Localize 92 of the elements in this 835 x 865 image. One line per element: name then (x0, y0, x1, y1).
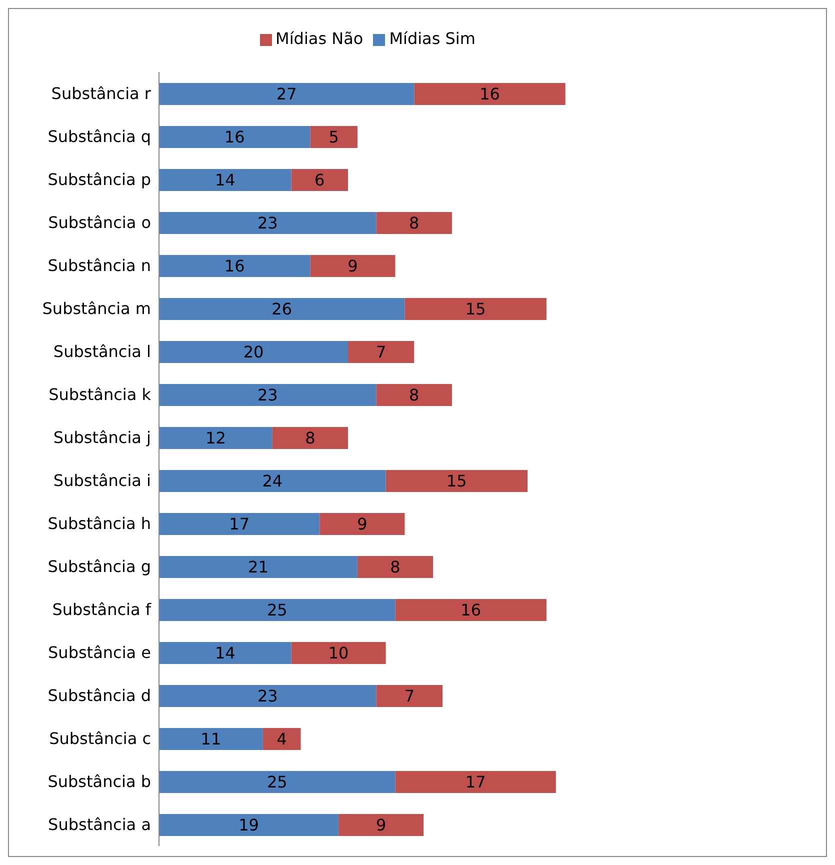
data-label: 5 (328, 128, 339, 147)
data-label: 25 (266, 600, 288, 620)
bar (159, 83, 414, 105)
data-label: 21 (248, 558, 268, 577)
bar (159, 470, 386, 492)
bar (159, 212, 376, 234)
legend-label: Mídias Não (276, 29, 364, 48)
bar (159, 556, 358, 578)
bar (159, 341, 348, 363)
y-tick-label: Substância m (42, 299, 151, 318)
bar (310, 255, 396, 277)
data-label: 17 (229, 514, 250, 534)
bar (159, 685, 376, 707)
y-tick-label: Substância f (52, 600, 152, 620)
data-label: 26 (272, 300, 292, 319)
bar (159, 427, 272, 449)
data-label: 9 (376, 816, 386, 835)
bar (159, 126, 310, 148)
bar (291, 169, 348, 191)
bar (376, 212, 452, 234)
data-label: 16 (480, 84, 500, 104)
bar (414, 83, 566, 105)
bar (159, 384, 376, 406)
data-label: 8 (409, 386, 420, 405)
y-tick-label: Substância o (48, 213, 151, 232)
data-label: 16 (460, 600, 482, 620)
bar (159, 169, 292, 191)
bar (386, 470, 528, 492)
bar (395, 599, 546, 621)
data-label: 7 (376, 342, 386, 362)
y-tick-label: Substância e (48, 643, 151, 662)
bar (348, 341, 414, 363)
y-tick-label: Substância p (48, 170, 151, 190)
y-tick-label: Substância n (48, 256, 151, 276)
data-label: 20 (243, 342, 264, 362)
bar (357, 556, 434, 578)
data-label: 14 (214, 644, 236, 663)
data-label: 4 (276, 730, 287, 749)
data-label: 24 (262, 472, 283, 491)
data-label: 15 (465, 300, 486, 319)
data-label: 6 (314, 170, 325, 190)
y-tick-label: Substância q (48, 127, 151, 146)
bar (159, 255, 310, 277)
data-label: 17 (465, 772, 486, 792)
y-tick-label: Substância d (48, 686, 151, 706)
data-label: 19 (238, 816, 259, 835)
data-label: 11 (200, 730, 222, 749)
data-label: 12 (206, 428, 226, 448)
data-label: 23 (257, 386, 278, 405)
y-tick-label: Substância g (48, 557, 151, 576)
bar (159, 814, 339, 836)
y-tick-label: Substância j (53, 428, 151, 448)
data-label: 16 (224, 128, 245, 147)
data-label: 8 (409, 214, 420, 233)
y-tick-label: Substância r (51, 84, 152, 104)
bar (404, 298, 546, 320)
data-label: 23 (257, 686, 278, 706)
data-label: 8 (390, 558, 400, 577)
bar (338, 814, 424, 836)
data-label: 10 (328, 644, 349, 663)
data-label: 23 (257, 214, 278, 233)
legend-label: Mídias Sim (389, 29, 476, 48)
data-label: 7 (404, 686, 415, 706)
y-tick-label: Substância h (48, 514, 151, 534)
data-label: 9 (357, 514, 368, 534)
bar (159, 599, 396, 621)
bar (159, 642, 292, 664)
bar (310, 126, 358, 148)
data-label: 16 (224, 256, 245, 276)
data-label: 8 (305, 428, 316, 448)
y-tick-label: Substância l (53, 342, 151, 362)
data-label: 27 (276, 84, 297, 104)
data-label: 14 (214, 170, 236, 190)
data-label: 15 (446, 472, 467, 491)
bar (376, 685, 442, 707)
bar (376, 384, 452, 406)
data-label: 9 (348, 256, 358, 276)
bar (291, 642, 386, 664)
y-tick-label: Substância c (49, 729, 151, 748)
bar (395, 771, 556, 793)
bar (159, 298, 405, 320)
bar (159, 771, 396, 793)
y-tick-label: Substância a (48, 815, 151, 834)
y-tick-label: Substância b (48, 772, 151, 792)
y-tick-label: Substância i (53, 471, 151, 490)
bar (262, 728, 301, 750)
data-label: 25 (266, 772, 288, 792)
bar (159, 513, 320, 535)
bar (272, 427, 348, 449)
y-tick-label: Substância k (48, 385, 152, 404)
bar (159, 728, 263, 750)
bar (320, 513, 405, 535)
